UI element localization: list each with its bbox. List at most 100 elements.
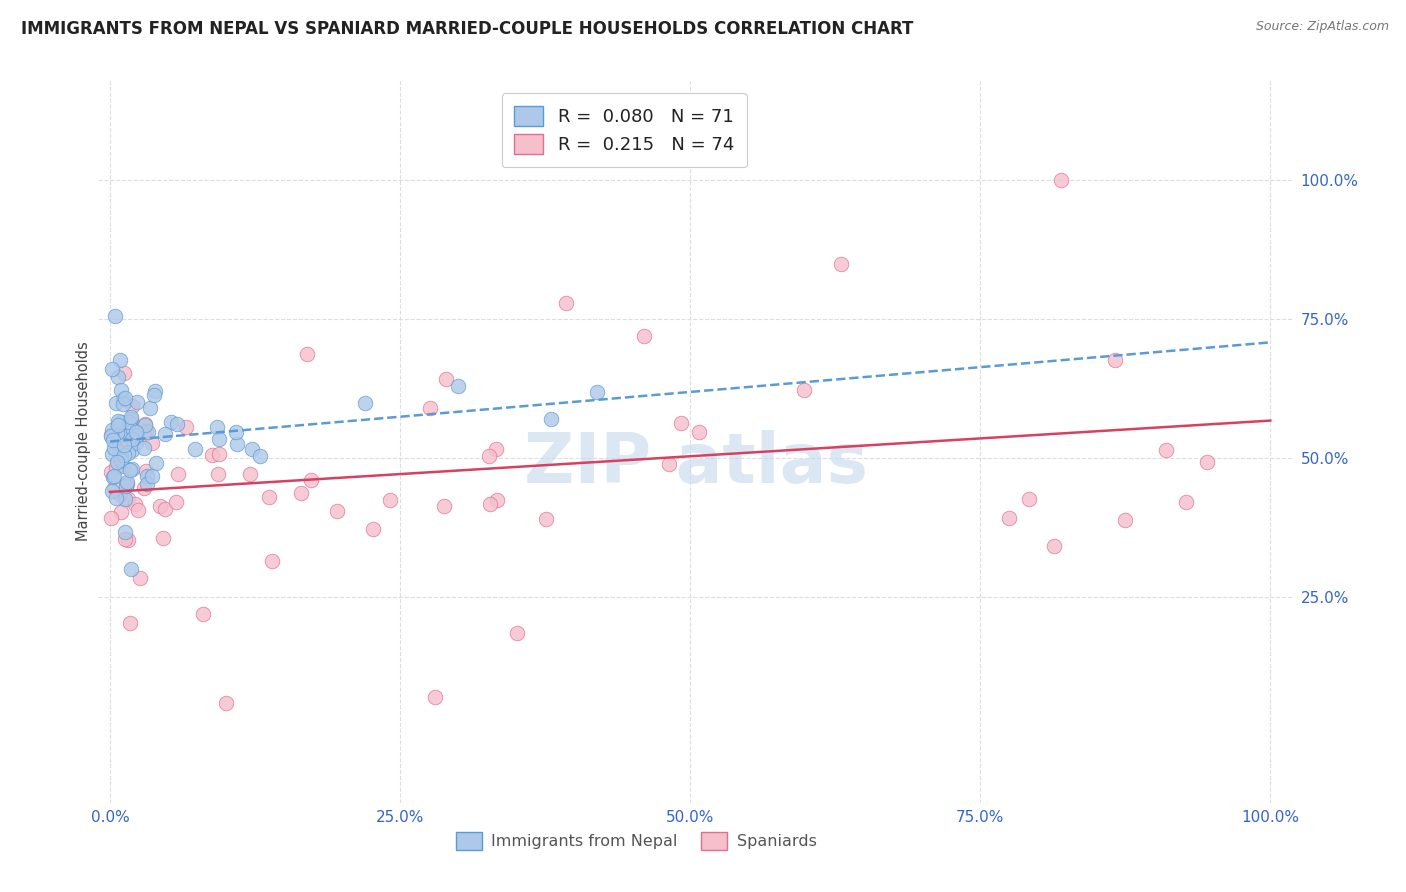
Point bbox=[110, 453, 132, 467]
Point bbox=[117, 492, 139, 507]
Text: Source: ZipAtlas.com: Source: ZipAtlas.com bbox=[1256, 20, 1389, 33]
Point bbox=[183, 442, 205, 456]
Point bbox=[1042, 539, 1064, 553]
Point bbox=[658, 457, 681, 471]
Point bbox=[478, 449, 501, 463]
Point bbox=[290, 486, 312, 500]
Point bbox=[554, 296, 576, 310]
Point bbox=[1195, 455, 1218, 469]
Point bbox=[105, 426, 128, 441]
Point bbox=[120, 412, 142, 426]
Point bbox=[447, 379, 470, 393]
Point bbox=[103, 469, 125, 483]
Point bbox=[103, 441, 125, 455]
Point bbox=[112, 438, 135, 452]
Point bbox=[118, 415, 141, 429]
Point bbox=[118, 616, 141, 631]
Point bbox=[166, 417, 188, 431]
Point bbox=[122, 423, 145, 437]
Text: ZIP atlas: ZIP atlas bbox=[524, 430, 868, 497]
Point bbox=[114, 532, 136, 546]
Point bbox=[136, 477, 159, 491]
Point bbox=[132, 427, 155, 442]
Point bbox=[419, 401, 441, 415]
Point bbox=[165, 495, 187, 509]
Point bbox=[174, 420, 197, 434]
Point bbox=[104, 310, 127, 324]
Point bbox=[141, 436, 163, 450]
Point bbox=[361, 523, 384, 537]
Point bbox=[107, 440, 129, 454]
Point bbox=[100, 465, 122, 479]
Point bbox=[249, 449, 271, 463]
Point bbox=[434, 372, 457, 386]
Point bbox=[115, 433, 138, 447]
Point bbox=[112, 397, 135, 411]
Point bbox=[1114, 513, 1136, 527]
Point bbox=[100, 510, 122, 524]
Point bbox=[354, 395, 377, 409]
Point bbox=[110, 487, 132, 501]
Point bbox=[112, 392, 135, 406]
Point bbox=[142, 388, 165, 402]
Point bbox=[105, 457, 128, 471]
Point bbox=[207, 467, 229, 481]
Point bbox=[479, 497, 502, 511]
Point bbox=[152, 531, 174, 545]
Point bbox=[129, 572, 152, 586]
Text: IMMIGRANTS FROM NEPAL VS SPANIARD MARRIED-COUPLE HOUSEHOLDS CORRELATION CHART: IMMIGRANTS FROM NEPAL VS SPANIARD MARRIE… bbox=[21, 20, 914, 37]
Point bbox=[240, 442, 263, 457]
Point bbox=[586, 384, 609, 399]
Point bbox=[110, 383, 132, 397]
Point bbox=[295, 347, 318, 361]
Point bbox=[112, 448, 135, 462]
Point bbox=[135, 464, 157, 478]
Point bbox=[138, 401, 160, 416]
Point bbox=[114, 391, 136, 405]
Point bbox=[125, 395, 148, 409]
Point bbox=[160, 415, 183, 429]
Point bbox=[485, 442, 508, 456]
Point bbox=[100, 428, 122, 442]
Point bbox=[153, 426, 176, 441]
Point bbox=[103, 481, 125, 495]
Point bbox=[121, 432, 143, 446]
Point bbox=[134, 417, 156, 432]
Point bbox=[100, 362, 122, 376]
Point bbox=[114, 492, 136, 507]
Point bbox=[225, 437, 247, 451]
Point bbox=[208, 447, 231, 461]
Point bbox=[134, 441, 156, 455]
Point bbox=[793, 383, 815, 397]
Point bbox=[669, 416, 692, 430]
Point bbox=[105, 491, 128, 505]
Point bbox=[633, 329, 655, 343]
Point bbox=[486, 492, 509, 507]
Point bbox=[124, 497, 146, 511]
Point bbox=[114, 524, 136, 539]
Point bbox=[141, 469, 163, 483]
Y-axis label: Married-couple Households: Married-couple Households bbox=[76, 342, 91, 541]
Point bbox=[149, 499, 172, 513]
Point bbox=[125, 435, 148, 450]
Point bbox=[104, 460, 127, 475]
Point bbox=[107, 414, 129, 428]
Point bbox=[143, 384, 166, 398]
Point bbox=[239, 467, 262, 482]
Point bbox=[1174, 494, 1197, 508]
Point bbox=[1154, 442, 1177, 457]
Point bbox=[117, 475, 139, 489]
Point bbox=[105, 455, 128, 469]
Point bbox=[830, 257, 852, 271]
Point bbox=[215, 696, 238, 710]
Point bbox=[225, 425, 247, 440]
Point bbox=[262, 554, 284, 568]
Point bbox=[125, 425, 148, 439]
Point bbox=[120, 410, 142, 425]
Point bbox=[121, 462, 143, 476]
Point bbox=[103, 433, 125, 447]
Point bbox=[115, 479, 138, 493]
Legend: Immigrants from Nepal, Spaniards: Immigrants from Nepal, Spaniards bbox=[450, 826, 823, 856]
Point bbox=[121, 399, 143, 413]
Point bbox=[534, 511, 557, 525]
